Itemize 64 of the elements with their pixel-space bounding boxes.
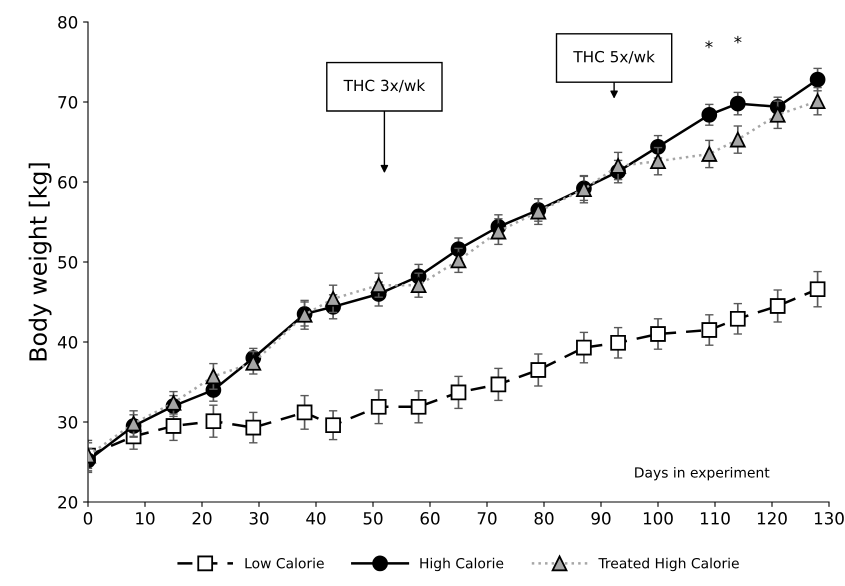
point	[610, 334, 626, 351]
point	[166, 418, 182, 434]
legend-label: Treated High Calorie	[598, 558, 739, 572]
y-tick-label: 60	[58, 176, 78, 189]
x-tick-label: 40	[306, 512, 326, 525]
point	[701, 146, 718, 162]
point	[245, 420, 262, 436]
point	[730, 96, 746, 112]
point	[730, 310, 746, 327]
annotation: THC 5x/wk	[573, 50, 655, 64]
annotation: *	[705, 40, 713, 48]
point	[610, 158, 626, 174]
point	[370, 277, 387, 294]
point	[166, 394, 182, 411]
x-tick-label: 50	[364, 512, 382, 525]
legend-label: High Calorie	[420, 558, 504, 572]
x-tick-label: 110	[700, 512, 730, 525]
point	[325, 290, 341, 307]
y-tick-label: 40	[58, 336, 78, 349]
y-tick-label: 80	[58, 16, 78, 29]
x-tick-label: 0	[84, 512, 92, 525]
point	[701, 106, 718, 123]
point	[701, 322, 718, 338]
annotation: THC 3x/wk	[344, 79, 426, 92]
point	[810, 281, 826, 298]
x-tick-label: 90	[591, 512, 610, 525]
x-tick-label: 60	[420, 512, 440, 525]
point	[650, 153, 666, 170]
x-tick-label: 10	[136, 512, 154, 525]
point	[450, 384, 466, 400]
annotation: *	[734, 36, 742, 44]
point	[810, 93, 826, 110]
legend-label: Low Calorie	[245, 558, 324, 568]
point	[810, 72, 826, 88]
point	[530, 362, 546, 378]
x-tick-label: 100	[644, 512, 673, 525]
point	[370, 398, 387, 415]
point	[245, 354, 262, 371]
y-tick-label: 70	[58, 96, 78, 109]
y-axis-title: Body weight [kg]	[28, 163, 52, 360]
point	[206, 368, 222, 384]
point	[650, 326, 666, 342]
x-tick-label: 130	[814, 512, 844, 525]
point	[410, 277, 426, 294]
point	[576, 340, 592, 356]
x-tick-label: 30	[250, 512, 268, 525]
point	[450, 252, 466, 268]
x-tick-label: 120	[758, 512, 787, 525]
y-tick-label: 50	[58, 256, 78, 269]
point	[325, 417, 341, 434]
point	[296, 404, 312, 420]
y-tick-label: 20	[58, 496, 78, 509]
point	[490, 376, 506, 392]
x-tick-label: 80	[534, 512, 554, 525]
point	[730, 132, 746, 148]
point	[410, 398, 426, 415]
point	[770, 298, 786, 314]
y-tick-label: 30	[58, 416, 78, 429]
point	[490, 224, 506, 240]
x-tick-label: 20	[192, 512, 212, 525]
point	[770, 106, 786, 123]
x-axis-title: Days in experiment	[635, 466, 770, 480]
x-tick-label: 70	[478, 512, 496, 525]
point	[206, 413, 222, 430]
